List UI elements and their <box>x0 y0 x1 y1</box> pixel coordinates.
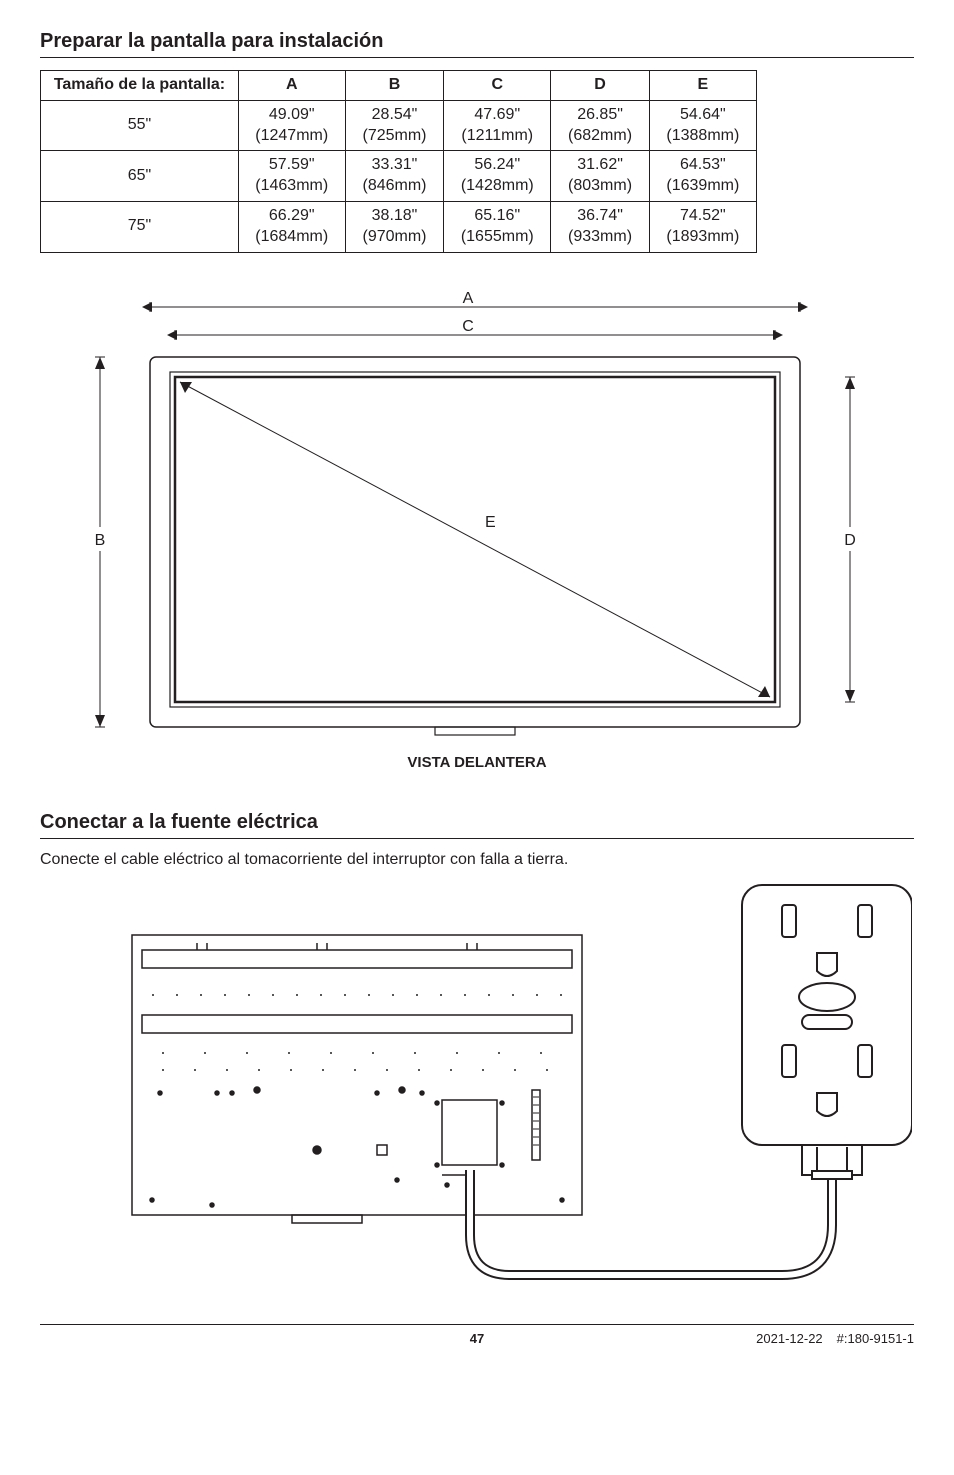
col-header: E <box>650 71 757 101</box>
col-header: Tamaño de la pantalla: <box>41 71 239 101</box>
table-row: 55" 49.09"(1247mm) 28.54"(725mm) 47.69"(… <box>41 100 757 151</box>
label-c: C <box>462 318 474 335</box>
label-b: B <box>95 532 106 549</box>
section2-body: Conecte el cable eléctrico al tomacorrie… <box>40 851 914 869</box>
label-d: D <box>844 532 856 549</box>
col-header: D <box>551 71 650 101</box>
cell: 36.74"(933mm) <box>551 201 650 252</box>
front-view-diagram: E A C B D VISTA DELANTERA <box>40 277 914 771</box>
label-e: E <box>485 514 496 531</box>
col-header: A <box>238 71 345 101</box>
cell: 28.54"(725mm) <box>345 100 444 151</box>
cell: 65.16"(1655mm) <box>444 201 551 252</box>
cell: 38.18"(970mm) <box>345 201 444 252</box>
footer-date: 2021-12-22 <box>756 1331 823 1346</box>
cell: 49.09"(1247mm) <box>238 100 345 151</box>
col-header: C <box>444 71 551 101</box>
footer-docnum: #:180-9151-1 <box>837 1331 914 1346</box>
cell: 66.29"(1684mm) <box>238 201 345 252</box>
label-a: A <box>463 290 474 307</box>
dimensions-table: Tamaño de la pantalla: A B C D E 55" 49.… <box>40 70 757 253</box>
table-row: 75" 66.29"(1684mm) 38.18"(970mm) 65.16"(… <box>41 201 757 252</box>
table-header-row: Tamaño de la pantalla: A B C D E <box>41 71 757 101</box>
row-label: 55" <box>41 100 239 151</box>
page-footer: 47 2021-12-22 #:180-9151-1 <box>40 1324 914 1346</box>
diagram-caption: VISTA DELANTERA <box>40 754 914 771</box>
cell: 74.52"(1893mm) <box>650 201 757 252</box>
row-label: 65" <box>41 151 239 202</box>
cell: 56.24"(1428mm) <box>444 151 551 202</box>
power-diagram <box>40 875 914 1308</box>
section1-title: Preparar la pantalla para instalación <box>40 30 914 58</box>
cell: 64.53"(1639mm) <box>650 151 757 202</box>
col-header: B <box>345 71 444 101</box>
cell: 31.62"(803mm) <box>551 151 650 202</box>
cell: 33.31"(846mm) <box>345 151 444 202</box>
cell: 26.85"(682mm) <box>551 100 650 151</box>
row-label: 75" <box>41 201 239 252</box>
section2-title: Conectar a la fuente eléctrica <box>40 811 914 839</box>
table-row: 65" 57.59"(1463mm) 33.31"(846mm) 56.24"(… <box>41 151 757 202</box>
cell: 57.59"(1463mm) <box>238 151 345 202</box>
cell: 47.69"(1211mm) <box>444 100 551 151</box>
page-number: 47 <box>470 1331 484 1346</box>
cell: 54.64"(1388mm) <box>650 100 757 151</box>
